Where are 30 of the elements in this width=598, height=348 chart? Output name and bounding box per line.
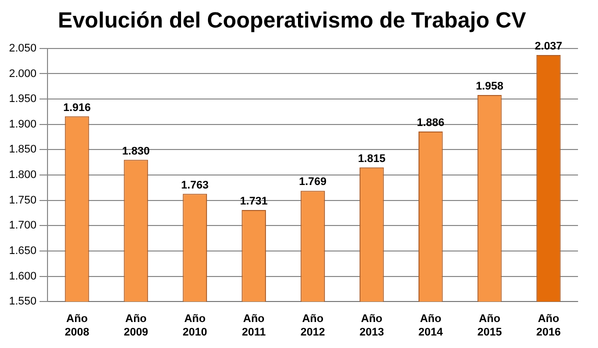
data-label: 1.815	[358, 152, 386, 165]
y-tick-label: 1.950	[8, 93, 37, 106]
data-label: 2.037	[534, 40, 562, 53]
x-tick-label: Año 2014	[418, 313, 444, 338]
y-tick-label: 1.550	[8, 296, 37, 308]
x-tick-label: Año 2012	[300, 313, 326, 338]
y-tick-label: 1.800	[8, 169, 37, 182]
data-label: 1.886	[416, 116, 444, 129]
y-tick-label: 1.650	[8, 244, 37, 257]
data-label: 1.763	[181, 179, 209, 192]
chart-title: Evolución del Cooperativismo de Trabajo CV	[58, 7, 526, 32]
x-tick-label: Año 2013	[359, 313, 384, 338]
y-tick-label: 2.000	[8, 68, 37, 80]
x-tick-label: Año 2016	[536, 313, 561, 338]
data-label: 1.731	[240, 195, 268, 208]
y-tick-label: 1.750	[8, 194, 37, 206]
y-tick-label: 1.900	[8, 118, 37, 130]
x-tick-label: Año 2009	[124, 313, 148, 338]
data-label: 1.958	[476, 80, 504, 93]
y-tick-label: 1.600	[8, 270, 37, 282]
y-tick-label: 1.850	[8, 144, 37, 156]
y-tick-label: 2.050	[8, 42, 37, 54]
data-label: 1.830	[122, 145, 150, 158]
x-tick-label: Año 2010	[182, 313, 208, 338]
data-label: 1.916	[63, 102, 91, 114]
y-tick-label: 1.700	[8, 220, 37, 232]
x-tick-label: Año 2008	[64, 313, 90, 338]
data-label: 1.769	[299, 176, 327, 188]
x-tick-label: Año 2015	[477, 313, 502, 338]
x-tick-label: Año 2011	[242, 313, 266, 338]
